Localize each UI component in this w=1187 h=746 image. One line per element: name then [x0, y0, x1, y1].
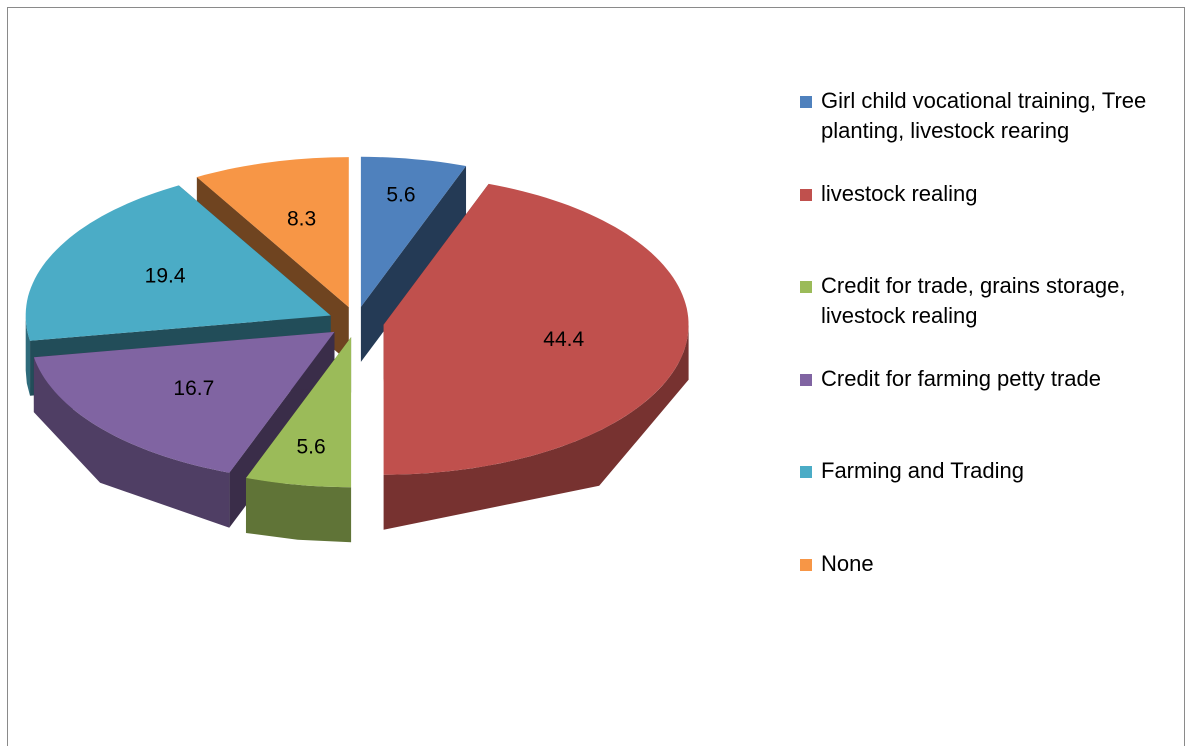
slice-wall	[33, 357, 230, 528]
data-label: 5.6	[296, 435, 325, 458]
slice-wall	[246, 478, 352, 543]
pie-plot: 5.6 44.4 5.6 16.7 19.4 8.3	[25, 156, 689, 543]
slice-top	[246, 337, 352, 488]
slice	[360, 156, 467, 362]
legend-label: Girl child vocational training, Tree pla…	[821, 88, 1147, 143]
data-label: 8.3	[287, 208, 316, 231]
legend-item: Farming and Trading	[800, 456, 1161, 486]
legend-label: Credit for farming petty trade	[821, 365, 1102, 391]
legend-swatch	[800, 281, 812, 293]
slice	[383, 183, 689, 530]
legend-item: livestock realing	[800, 179, 1161, 209]
slice-top	[25, 185, 331, 341]
legend-item: None	[800, 549, 1161, 579]
legend-swatch	[800, 188, 812, 201]
slice	[245, 337, 352, 543]
chart-frame	[7, 7, 1185, 746]
legend-item: Credit for trade, grains storage, livest…	[800, 271, 1161, 331]
slice-wall	[25, 315, 30, 396]
data-label: 19.4	[145, 265, 186, 288]
slice-top	[360, 156, 466, 307]
legend-label: Credit for trade, grains storage, livest…	[821, 273, 1126, 328]
legend-label: livestock realing	[821, 180, 978, 206]
data-label: 44.4	[543, 328, 584, 351]
legend-swatch	[800, 96, 812, 108]
legend-swatch	[800, 558, 812, 571]
legend-swatch	[800, 466, 812, 478]
data-label: 16.7	[173, 377, 214, 400]
legend-swatch	[800, 373, 812, 386]
legend-item: Girl child vocational training, Tree pla…	[800, 86, 1161, 146]
data-label: 5.6	[386, 184, 415, 207]
legend-label: Farming and Trading	[821, 458, 1024, 483]
legend-item: Credit for farming petty trade	[800, 364, 1161, 394]
legend-label: None	[821, 550, 874, 576]
slice-top	[196, 157, 349, 308]
slice-top	[383, 183, 689, 475]
slice-wall	[383, 324, 689, 530]
slice-side	[360, 166, 467, 362]
slice-top	[33, 331, 335, 473]
